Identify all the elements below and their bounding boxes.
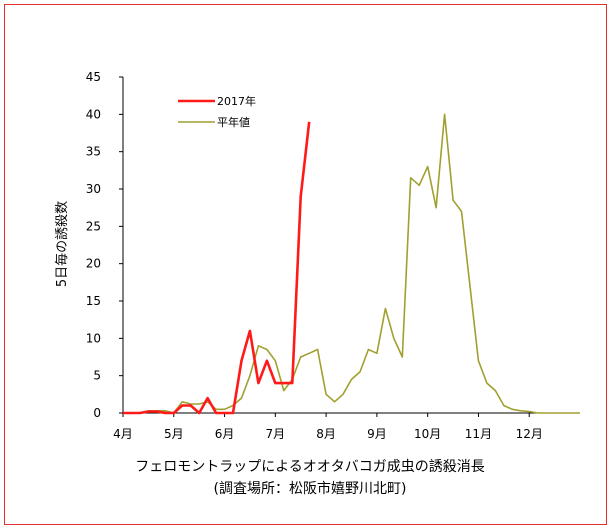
legend-label-2017: 2017年 xyxy=(217,94,256,108)
series-line-normal xyxy=(123,113,580,414)
x-tick-label: 6月 xyxy=(215,427,235,441)
x-tick-label: 12月 xyxy=(516,427,543,441)
series-line-2017 xyxy=(123,121,311,415)
axes: 0 5 10 15 20 25 30 35 40 45 4月 5月 6月 7月 8月 9月 10月 11月 12月 xyxy=(86,70,580,441)
chart-caption: フェロモントラップによるオオタバコガ成虫の誘殺消長 (調査場所：松阪市嬉野川北町… xyxy=(0,456,613,500)
y-tick-label: 15 xyxy=(86,294,101,308)
x-tick-label: 5月 xyxy=(164,427,184,441)
y-tick-label: 35 xyxy=(86,145,101,159)
y-tick-label: 10 xyxy=(86,331,101,345)
legend-label-normal: 平年値 xyxy=(217,115,250,129)
x-tick-label: 8月 xyxy=(316,427,336,441)
y-tick-label: 30 xyxy=(86,182,101,196)
series-layer xyxy=(123,113,580,415)
caption-line-1: フェロモントラップによるオオタバコガ成虫の誘殺消長 xyxy=(135,459,485,475)
x-tick-label: 4月 xyxy=(113,427,133,441)
y-tick-label: 5 xyxy=(93,369,101,383)
chart-frame xyxy=(4,4,607,525)
x-tick-label: 7月 xyxy=(266,427,286,441)
x-tick-label: 9月 xyxy=(367,427,387,441)
y-tick-label: 40 xyxy=(86,107,101,121)
y-tick-label: 45 xyxy=(86,70,101,84)
y-tick-label: 0 xyxy=(93,406,101,420)
y-tick-label: 25 xyxy=(86,219,101,233)
y-axis-label: 5日毎の誘殺数 xyxy=(54,201,70,287)
y-tick-label: 20 xyxy=(86,257,101,271)
x-tick-label: 10月 xyxy=(414,427,441,441)
x-tick-label: 11月 xyxy=(465,427,492,441)
caption-line-2: (調査場所：松阪市嬉野川北町) xyxy=(213,481,407,497)
